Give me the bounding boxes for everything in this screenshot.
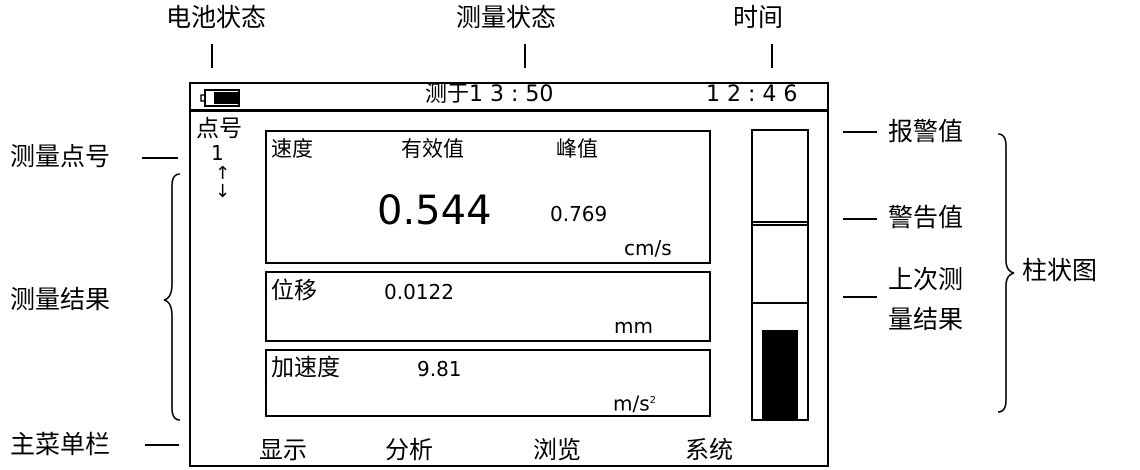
displacement-label: 位移 [271,278,317,304]
results-brace-icon [163,173,181,421]
main-menu-callout: 主菜单栏 [10,430,111,459]
last-result-callout-line1: 上次测 [888,265,964,294]
acceleration-value: 9.81 [417,357,462,381]
alarm-value-callout: 报警值 [888,117,964,146]
acceleration-unit: m/s2 [613,389,656,416]
main-menu-leader-line [145,444,179,446]
menu-browse[interactable]: 浏览 [533,436,581,464]
bar-gauge [751,129,809,421]
point-number: 1 [211,141,224,165]
acceleration-label: 加速度 [271,355,340,381]
measure-status-leader-line [524,44,526,68]
battery-icon [200,89,240,107]
velocity-label: 速度 [271,137,313,161]
alarm-level-line [753,221,807,223]
status-bar: 测于1 3 : 50 1 2 : 4 6 [191,82,827,110]
point-label: 点号 [196,116,242,142]
time-callout: 时间 [733,3,784,32]
instrument-screen: 测于1 3 : 50 1 2 : 4 6 点号 1 ↑ ↓ 速度 有效值 峰值 … [189,82,829,467]
clock-text: 1 2 : 4 6 [706,82,798,107]
point-down-arrow-icon[interactable]: ↓ [215,181,231,202]
results-callout: 测量结果 [10,285,111,314]
velocity-panel: 速度 有效值 峰值 0.544 0.769 cm/s [265,130,711,264]
menu-display[interactable]: 显示 [259,436,307,464]
warning-leader-line [843,218,877,220]
measured-time-text: 测于1 3 : 50 [425,82,554,107]
acceleration-unit-superscript: 2 [649,395,657,406]
warning-level-line [753,224,807,226]
status-bar-divider [191,109,827,112]
bar-chart-callout: 柱状图 [1022,256,1098,285]
last-result-level-line [753,302,807,304]
alarm-leader-line [843,131,877,133]
acceleration-unit-base: m/s [613,391,650,416]
time-leader-line [771,44,773,68]
last-result-leader-line [843,296,877,298]
displacement-value: 0.0122 [384,280,454,304]
battery-status-callout: 电池状态 [166,3,267,32]
acceleration-panel: 加速度 9.81 m/s2 [265,349,711,417]
velocity-peak-value: 0.769 [550,202,608,226]
battery-leader-line [211,44,213,68]
measure-status-callout: 测量状态 [456,3,557,32]
rms-header: 有效值 [401,137,464,161]
displacement-panel: 位移 0.0122 mm [265,271,711,342]
bar-chart-brace-icon [997,133,1015,413]
peak-header: 峰值 [556,137,598,161]
displacement-unit: mm [614,314,653,338]
velocity-rms-value: 0.544 [377,188,492,234]
point-up-arrow-icon[interactable]: ↑ [215,163,231,184]
point-number-callout: 测量点号 [10,142,111,171]
velocity-unit: cm/s [624,236,672,260]
point-number-leader-line [142,157,178,159]
menu-analysis[interactable]: 分析 [385,436,433,464]
warning-value-callout: 警告值 [888,203,964,232]
menu-system[interactable]: 系统 [685,436,733,464]
last-result-callout-line2: 量结果 [888,305,964,334]
last-result-bar [762,330,798,419]
